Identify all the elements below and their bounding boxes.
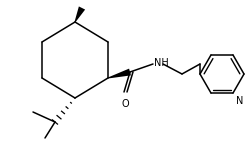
Text: NH: NH	[154, 58, 169, 68]
Polygon shape	[74, 6, 85, 22]
Text: O: O	[121, 99, 129, 109]
Polygon shape	[108, 69, 131, 79]
Text: N: N	[236, 96, 243, 106]
